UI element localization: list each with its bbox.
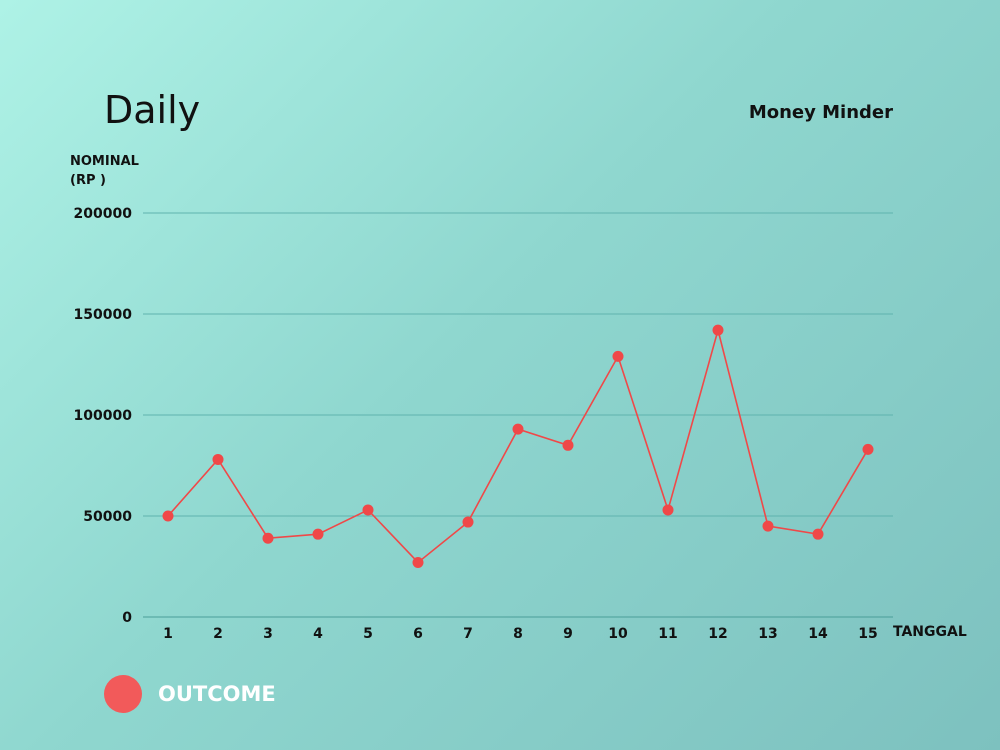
y-axis-label: NOMINAL (RP ) [70,152,139,190]
x-tick-label: 10 [608,626,628,642]
data-point [412,556,424,568]
data-point [312,528,324,540]
x-tick-label: 6 [413,626,423,642]
data-point [862,443,874,455]
legend-label: OUTCOME [158,682,276,706]
y-tick-label: 150000 [74,307,133,323]
data-point [212,453,224,465]
x-tick-label: 4 [313,626,323,642]
data-point [362,504,374,516]
y-tick-label: 0 [122,610,132,626]
x-tick-label: 13 [758,626,777,642]
x-tick-label: 12 [708,626,727,642]
y-tick-label: 100000 [74,408,133,424]
data-point [562,439,574,451]
x-tick-label: 14 [808,626,828,642]
x-tick-label: 9 [563,626,573,642]
data-point [762,520,774,532]
x-tick-label: 5 [363,626,373,642]
x-tick-label: 8 [513,626,523,642]
legend-marker [104,675,142,713]
data-point [712,324,724,336]
data-point [612,350,624,362]
x-tick-label: 7 [463,626,473,642]
x-tick-label: 15 [858,626,877,642]
y-tick-label: 200000 [74,206,133,222]
brand-name: Money Minder [748,102,893,123]
data-point [512,423,524,435]
x-tick-label: 1 [163,626,173,642]
data-point [662,504,674,516]
x-tick-label: 2 [213,626,223,642]
y-axis-label-line2: (RP ) [70,173,106,188]
data-point [812,528,824,540]
chart-title: Daily [104,88,201,132]
legend: OUTCOME [104,675,276,713]
data-point [162,510,174,522]
y-axis-label-line1: NOMINAL [70,154,139,169]
data-point [262,532,274,544]
x-tick-label: 11 [658,626,677,642]
y-tick-label: 50000 [83,509,132,525]
x-axis-label: TANGGAL [893,624,967,640]
data-point [462,516,474,528]
x-tick-label: 3 [263,626,273,642]
